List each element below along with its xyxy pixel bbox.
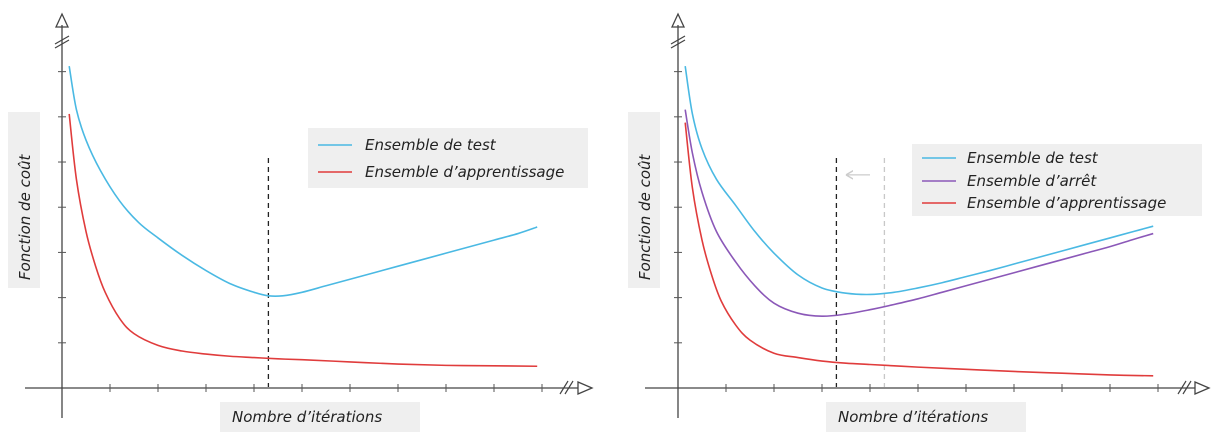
axes-right bbox=[645, 12, 1211, 418]
ylabel-bg bbox=[628, 112, 660, 288]
ylabel-bg bbox=[8, 112, 40, 288]
legend-label-train: Ensemble d’apprentissage bbox=[967, 194, 1166, 212]
chart-left: Ensemble de test Ensemble d’apprentissag… bbox=[8, 12, 594, 432]
legend-box bbox=[912, 144, 1202, 216]
series-line bbox=[68, 65, 538, 298]
y-axis-label: Fonction de coût bbox=[16, 153, 34, 280]
ticks-right bbox=[674, 71, 1159, 392]
axes-left bbox=[25, 12, 594, 418]
legend-label-train: Ensemble d’apprentissage bbox=[365, 163, 564, 181]
y-axis-label: Fonction de coût bbox=[636, 153, 654, 280]
series-line bbox=[684, 65, 1154, 296]
series-line bbox=[68, 113, 538, 368]
legend-right: Ensemble de test Ensemble d’arrêt Ensemb… bbox=[912, 144, 1202, 216]
ticks-left bbox=[58, 71, 543, 392]
chart-right: Ensemble de test Ensemble d’arrêt Ensemb… bbox=[628, 12, 1211, 432]
legend-box bbox=[308, 128, 588, 188]
legend-label-test: Ensemble de test bbox=[365, 136, 497, 154]
x-axis-label: Nombre d’itérations bbox=[232, 408, 382, 426]
legend-label-stop: Ensemble d’arrêt bbox=[967, 172, 1097, 190]
series-line bbox=[684, 122, 1154, 377]
legend-left: Ensemble de test Ensemble d’apprentissag… bbox=[308, 128, 588, 188]
xlabel-bg bbox=[826, 402, 1026, 432]
series-line bbox=[684, 109, 1154, 318]
x-axis-label: Nombre d’itérations bbox=[838, 408, 988, 426]
xlabel-bg bbox=[220, 402, 420, 432]
legend-label-test: Ensemble de test bbox=[967, 149, 1099, 167]
